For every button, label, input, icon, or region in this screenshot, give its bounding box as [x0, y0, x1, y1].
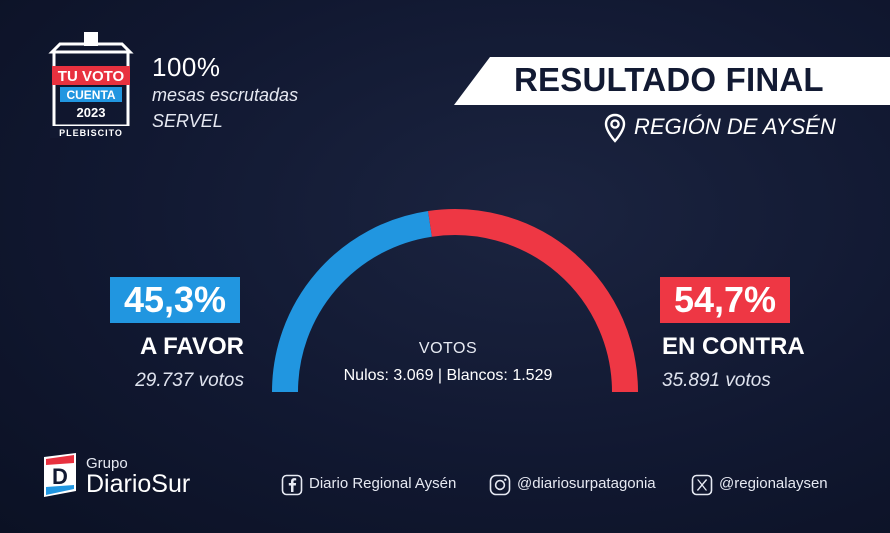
- region-label: REGIÓN DE AYSÉN: [634, 114, 836, 139]
- instagram-handle[interactable]: @diariosurpatagonia: [517, 475, 656, 492]
- facebook-handle[interactable]: Diario Regional Aysén: [309, 475, 457, 492]
- brand-small: Grupo: [86, 455, 128, 472]
- diariosur-logo-icon: D: [44, 453, 76, 497]
- en-contra-percent-badge: 54,7%: [660, 277, 790, 323]
- mesas-label: mesas escrutadas: [152, 85, 299, 105]
- tu-voto-cuenta-logo: TU VOTO CUENTA 2023 PLEBISCITO: [48, 32, 134, 138]
- logo-subtitle: PLEBISCITO: [59, 128, 123, 138]
- gauge-segment-a-favor: [272, 210, 433, 392]
- gauge-segment-en-contra: [428, 209, 638, 392]
- facebook-icon: [281, 474, 303, 496]
- a-favor-label: A FAVOR: [139, 333, 244, 360]
- map-pin-icon: [604, 113, 626, 143]
- x-handle[interactable]: @regionalaysen: [719, 475, 828, 492]
- nulos-blancos-detail: Nulos: 3.069 | Blancos: 1.529: [343, 367, 553, 384]
- en-contra-label: EN CONTRA: [662, 333, 805, 360]
- a-favor-percent-badge: 45,3%: [110, 277, 240, 323]
- a-favor-votes: 29.737 votos: [135, 370, 244, 391]
- logo-year: 2023: [77, 105, 106, 120]
- mesas-percent: 100%: [152, 52, 221, 82]
- brand-large: DiarioSur: [86, 470, 191, 498]
- svg-text:D: D: [52, 464, 68, 489]
- page-title: RESULTADO FINAL: [514, 61, 824, 98]
- header-banner: [454, 57, 890, 105]
- results-gauge-chart: [272, 209, 638, 392]
- en-contra-votes: 35.891 votos: [662, 370, 771, 391]
- logo-line2: CUENTA: [66, 88, 115, 102]
- logo-line1: TU VOTO: [58, 68, 125, 85]
- x-twitter-icon: [691, 474, 713, 496]
- votos-title: VOTOS: [418, 340, 478, 357]
- mesas-source: SERVEL: [152, 111, 223, 131]
- instagram-icon: [489, 474, 511, 496]
